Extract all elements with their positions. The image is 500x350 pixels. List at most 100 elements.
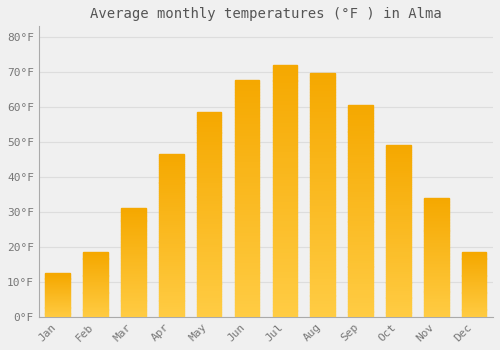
Bar: [272, 156, 297, 159]
Bar: [424, 229, 448, 231]
Bar: [386, 280, 410, 282]
Bar: [462, 302, 486, 303]
Bar: [462, 316, 486, 317]
Bar: [46, 279, 70, 280]
Bar: [310, 156, 335, 159]
Bar: [348, 266, 373, 269]
Bar: [159, 278, 184, 280]
Bar: [84, 287, 108, 288]
Bar: [159, 227, 184, 229]
Bar: [272, 292, 297, 295]
Bar: [46, 276, 70, 277]
Bar: [386, 257, 410, 259]
Bar: [84, 293, 108, 294]
Bar: [462, 289, 486, 290]
Bar: [121, 281, 146, 283]
Bar: [424, 298, 448, 299]
Bar: [462, 264, 486, 265]
Bar: [46, 274, 70, 275]
Bar: [197, 181, 222, 184]
Bar: [310, 189, 335, 192]
Bar: [46, 315, 70, 316]
Bar: [121, 298, 146, 299]
Bar: [310, 259, 335, 262]
Bar: [310, 107, 335, 110]
Bar: [84, 291, 108, 292]
Bar: [84, 302, 108, 303]
Bar: [462, 293, 486, 294]
Bar: [386, 254, 410, 257]
Bar: [424, 202, 448, 204]
Bar: [310, 253, 335, 256]
Bar: [84, 315, 108, 316]
Bar: [197, 140, 222, 143]
Bar: [348, 288, 373, 290]
Bar: [234, 104, 260, 107]
Bar: [348, 190, 373, 193]
Bar: [197, 219, 222, 222]
Bar: [121, 273, 146, 275]
Bar: [197, 276, 222, 278]
Bar: [121, 292, 146, 294]
Bar: [348, 155, 373, 158]
Bar: [159, 304, 184, 307]
Bar: [46, 302, 70, 303]
Bar: [197, 117, 222, 120]
Bar: [272, 310, 297, 314]
Bar: [424, 300, 448, 302]
Bar: [424, 213, 448, 214]
Bar: [197, 309, 222, 312]
Bar: [121, 303, 146, 304]
Bar: [234, 107, 260, 110]
Bar: [197, 176, 222, 178]
Bar: [348, 147, 373, 150]
Bar: [310, 74, 335, 77]
Bar: [272, 194, 297, 197]
Bar: [272, 266, 297, 270]
Bar: [197, 166, 222, 168]
Bar: [159, 203, 184, 205]
Bar: [159, 266, 184, 268]
Bar: [348, 166, 373, 169]
Bar: [234, 275, 260, 278]
Bar: [310, 247, 335, 250]
Bar: [197, 150, 222, 153]
Bar: [424, 198, 448, 199]
Bar: [310, 214, 335, 216]
Bar: [46, 289, 70, 290]
Bar: [46, 309, 70, 310]
Bar: [121, 278, 146, 279]
Bar: [197, 143, 222, 145]
Bar: [46, 301, 70, 302]
Bar: [272, 203, 297, 206]
Bar: [310, 241, 335, 244]
Bar: [310, 162, 335, 165]
Bar: [234, 163, 260, 166]
Bar: [348, 163, 373, 166]
Bar: [348, 264, 373, 266]
Bar: [46, 313, 70, 314]
Bar: [234, 95, 260, 98]
Bar: [121, 244, 146, 245]
Bar: [197, 271, 222, 273]
Bar: [234, 184, 260, 187]
Bar: [462, 257, 486, 258]
Bar: [348, 118, 373, 121]
Bar: [121, 215, 146, 216]
Bar: [159, 302, 184, 304]
Bar: [121, 245, 146, 246]
Bar: [310, 95, 335, 98]
Bar: [84, 306, 108, 307]
Bar: [272, 307, 297, 310]
Bar: [84, 261, 108, 262]
Bar: [272, 90, 297, 93]
Bar: [159, 246, 184, 248]
Bar: [234, 219, 260, 222]
Bar: [348, 174, 373, 176]
Bar: [84, 286, 108, 287]
Bar: [234, 154, 260, 157]
Bar: [310, 122, 335, 125]
Bar: [272, 210, 297, 213]
Bar: [234, 293, 260, 296]
Bar: [386, 302, 410, 304]
